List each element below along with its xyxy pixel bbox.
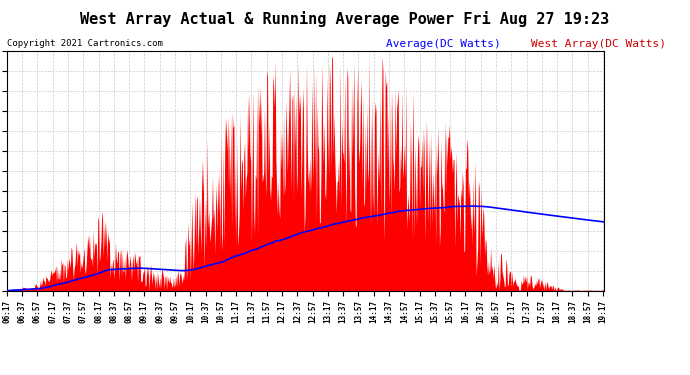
Text: Copyright 2021 Cartronics.com: Copyright 2021 Cartronics.com xyxy=(7,39,163,48)
Text: West Array Actual & Running Average Power Fri Aug 27 19:23: West Array Actual & Running Average Powe… xyxy=(80,11,610,27)
Text: Average(DC Watts): Average(DC Watts) xyxy=(386,39,501,50)
Text: West Array(DC Watts): West Array(DC Watts) xyxy=(531,39,667,50)
